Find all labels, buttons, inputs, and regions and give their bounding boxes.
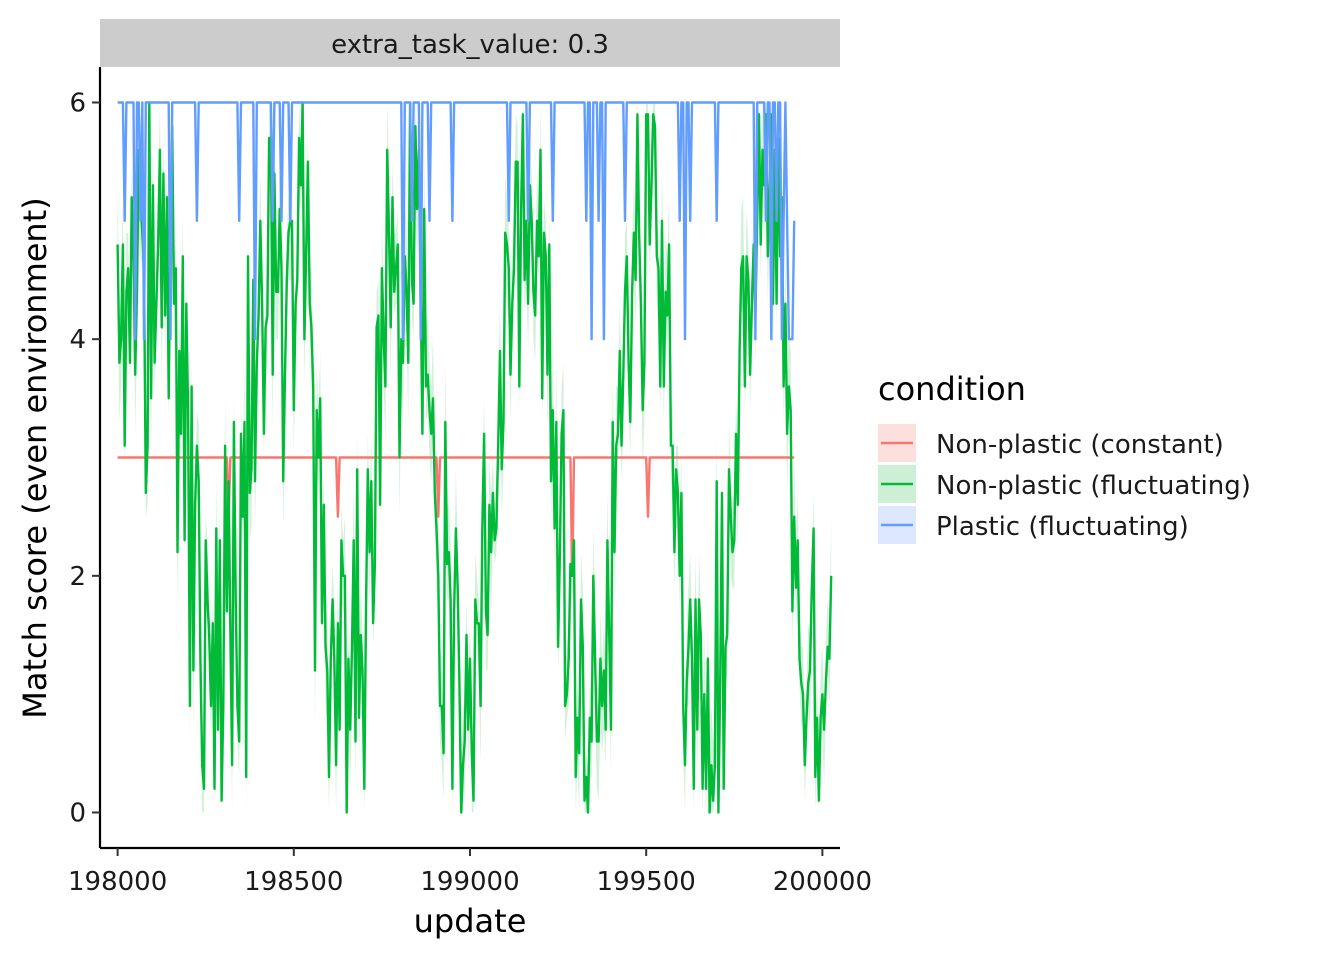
x-axis-ticks: 198000 198500 199000 199500 200000 bbox=[68, 848, 872, 897]
legend-label: Non-plastic (fluctuating) bbox=[936, 471, 1251, 501]
y-tick-label: 4 bbox=[69, 325, 86, 355]
y-tick-label: 6 bbox=[69, 89, 86, 119]
line-non-plastic-fluctuating bbox=[116, 101, 833, 814]
y-tick-label: 0 bbox=[69, 799, 86, 829]
series-lines bbox=[116, 101, 833, 814]
series-ribbons bbox=[117, 102, 832, 813]
ribbon-non-plastic-fluctuating bbox=[117, 102, 832, 813]
facet-strip-label: extra_task_value: 0.3 bbox=[331, 30, 609, 60]
legend-label: Plastic (fluctuating) bbox=[936, 512, 1189, 542]
x-tick-label: 199500 bbox=[597, 867, 696, 897]
y-tick-label: 2 bbox=[69, 562, 86, 592]
legend-label: Non-plastic (constant) bbox=[936, 430, 1224, 460]
x-tick-label: 200000 bbox=[773, 867, 872, 897]
line-plastic-fluctuating bbox=[117, 101, 796, 341]
y-axis-ticks: 0 2 4 6 bbox=[69, 89, 100, 829]
x-tick-label: 199000 bbox=[420, 867, 519, 897]
legend-keys: Non-plastic (constant) Non-plastic (fluct… bbox=[878, 424, 1251, 544]
line-non-plastic-constant bbox=[117, 456, 795, 577]
facet-strip: extra_task_value: 0.3 bbox=[100, 19, 840, 67]
x-tick-label: 198500 bbox=[244, 867, 343, 897]
legend-title: condition bbox=[878, 370, 1026, 408]
x-axis-title: update bbox=[414, 902, 527, 940]
x-tick-label: 198000 bbox=[68, 867, 167, 897]
legend-item-plastic-fluctuating: Plastic (fluctuating) bbox=[878, 506, 1189, 544]
legend: condition Non-plastic (constant)Non-plas… bbox=[878, 370, 1251, 544]
y-axis-title: Match score (even environment) bbox=[16, 197, 54, 719]
legend-item-non-plastic-fluctuating: Non-plastic (fluctuating) bbox=[878, 465, 1251, 503]
legend-item-non-plastic-constant: Non-plastic (constant) bbox=[878, 424, 1224, 462]
facet-strip-background bbox=[100, 19, 840, 67]
